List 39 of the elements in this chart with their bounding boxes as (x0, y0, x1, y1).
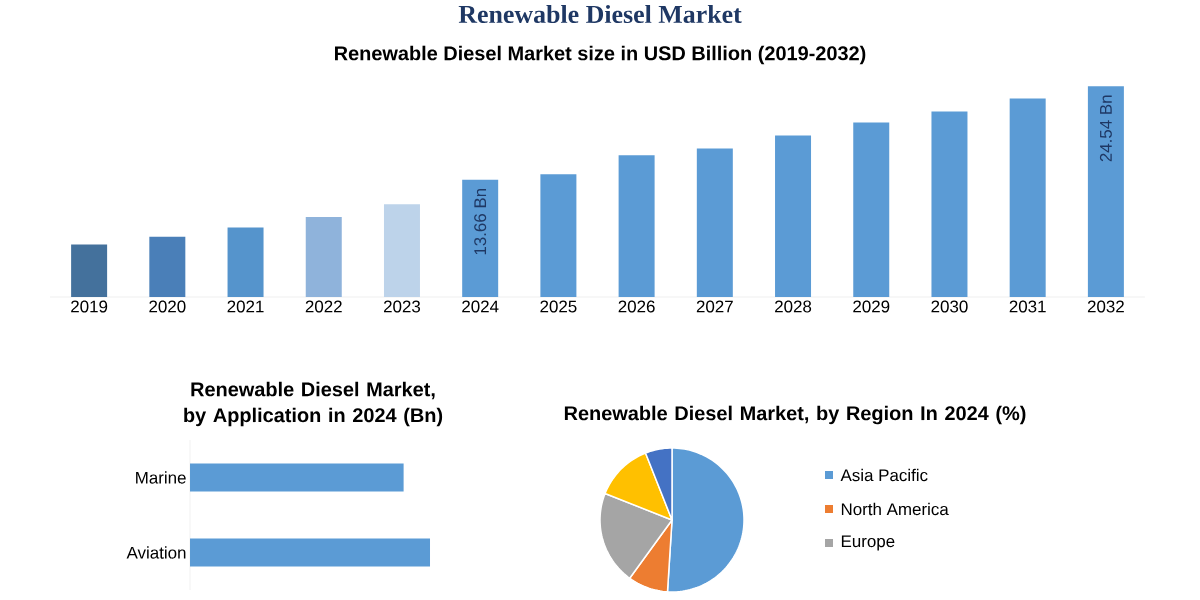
bar (696, 148, 733, 297)
bar (383, 204, 420, 297)
bar (931, 111, 968, 297)
x-tick-label: 2032 (1087, 300, 1124, 313)
data-label: 13.66 Bn (474, 188, 487, 255)
bar (1087, 86, 1124, 297)
x-tick-label: 2029 (853, 300, 890, 313)
bar (149, 236, 186, 297)
x-tick-label: 2022 (305, 300, 342, 313)
bar (462, 179, 499, 297)
chart-subtitle: Renewable Diesel Market size in USD Billion (2019-2032) (335, 45, 866, 65)
y-tick-label: Aviation (126, 546, 186, 559)
bar (853, 122, 890, 297)
x-tick-label: 2024 (462, 300, 499, 313)
data-label: 24.54 Bn (1099, 95, 1112, 162)
legend-label: Europe (841, 535, 895, 551)
bar (71, 244, 108, 297)
x-tick-label: 2023 (383, 300, 421, 313)
bar (305, 217, 342, 297)
x-tick-label: 2027 (696, 300, 733, 313)
x-tick-label: 2019 (71, 300, 108, 313)
x-tick-label: 2026 (618, 300, 655, 313)
x-tick-label: 2031 (1009, 300, 1046, 313)
x-tick-label: 2030 (931, 300, 968, 313)
x-tick-label: 2020 (149, 300, 186, 313)
legend-label: Asia Pacific (840, 468, 928, 482)
x-tick-label: 2021 (227, 300, 264, 313)
chart-title: Renewable Diesel Market, by Application in 2024 (Bn) (184, 381, 443, 427)
y-tick-label: Marine (136, 471, 186, 484)
bar (1009, 98, 1046, 297)
chart-title: Renewable Diesel Market (458, 4, 742, 24)
x-tick-label: 2028 (775, 300, 812, 313)
legend-label: North America (841, 502, 949, 516)
x-tick-label: 2025 (540, 300, 577, 313)
bar (540, 174, 577, 297)
bar (618, 155, 655, 297)
bar (775, 135, 812, 297)
bar (227, 227, 264, 297)
chart-title: Renewable Diesel Market, by Region In 2024 (%) (564, 405, 1026, 425)
